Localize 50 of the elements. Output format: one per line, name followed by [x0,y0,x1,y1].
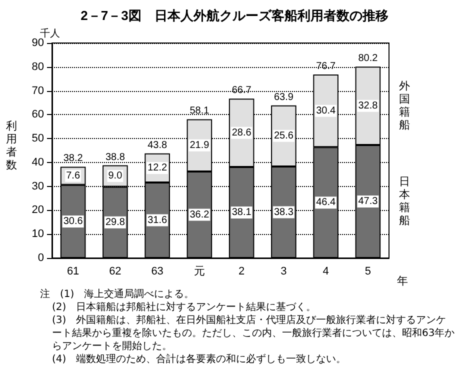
x-tick-label: 4 [322,266,329,278]
data-label: 38.1 [232,206,252,218]
x-tick-label: 3 [280,266,287,278]
y-axis-title: 利用者数 [6,120,17,172]
chart-title: 2－7－3図 日本人外航クルーズ客船利用者数の推移 [80,8,388,23]
x-tick-label: 元 [194,266,205,278]
y-tick-label: 70 [32,84,44,97]
y-tick-label: 10 [32,228,44,240]
y-tick-label: 80 [32,60,44,73]
y-tick-label: 90 [32,37,44,49]
data-label: 31.6 [148,214,168,226]
data-label: 36.2 [190,209,210,220]
data-label: 38.3 [274,206,294,218]
data-label: 21.9 [190,140,210,151]
total-label: 43.8 [148,140,168,151]
data-label: 30.4 [316,105,336,116]
text: (4) 端数処理のため、合計は各要素の和に必ずしも一致しない。 [51,353,348,366]
x-tick-label: 63 [151,266,164,278]
total-label: 80.2 [358,53,378,64]
text: (3) 外国籍船は、邦船社、在日外国船社支店・代理店及び一般旅行業者に対するアンケート結果から重複を除いたもの。ただし、この内、一般旅行業者については、昭和63年からアンケートを開始した。 [51,314,455,353]
total-label: 63.9 [274,92,294,103]
y-tick-label: 40 [32,156,44,168]
y-tick-label: 30 [32,180,44,192]
y-tick-label: 60 [32,108,44,121]
data-label: 32.8 [358,100,378,112]
series-label: 外国籍船 [399,80,410,132]
data-label: 47.3 [358,196,378,208]
y-tick-label: 20 [32,204,44,216]
total-label: 38.2 [63,153,84,164]
total-label: 58.1 [190,106,210,117]
total-label: 38.8 [105,152,126,163]
data-label: 28.6 [232,127,252,138]
series-label: 日本籍船 [399,176,410,228]
data-label: 7.6 [66,170,80,182]
x-tick-label: 61 [66,266,80,278]
text: 注 (1) 海上交通局調べによる。 [40,288,196,301]
data-label: 30.6 [63,216,84,227]
y-tick-label: 50 [32,132,44,145]
data-label: 29.8 [105,216,126,228]
x-tick-label: 62 [109,266,122,278]
x-tick-label: 5 [364,266,371,278]
data-label: 9.0 [108,170,123,182]
data-label: 25.6 [274,130,294,142]
y-tick-label: 0 [38,252,44,264]
text: (2) 日本籍船は邦船社に対するアンケート結果に基づく。 [51,301,318,314]
x-tick-label: 2 [238,266,245,278]
x-axis-title: 年 [397,276,408,288]
data-label: 12.2 [148,162,168,174]
text: 千人 [40,28,60,40]
data-label: 46.4 [316,197,336,208]
